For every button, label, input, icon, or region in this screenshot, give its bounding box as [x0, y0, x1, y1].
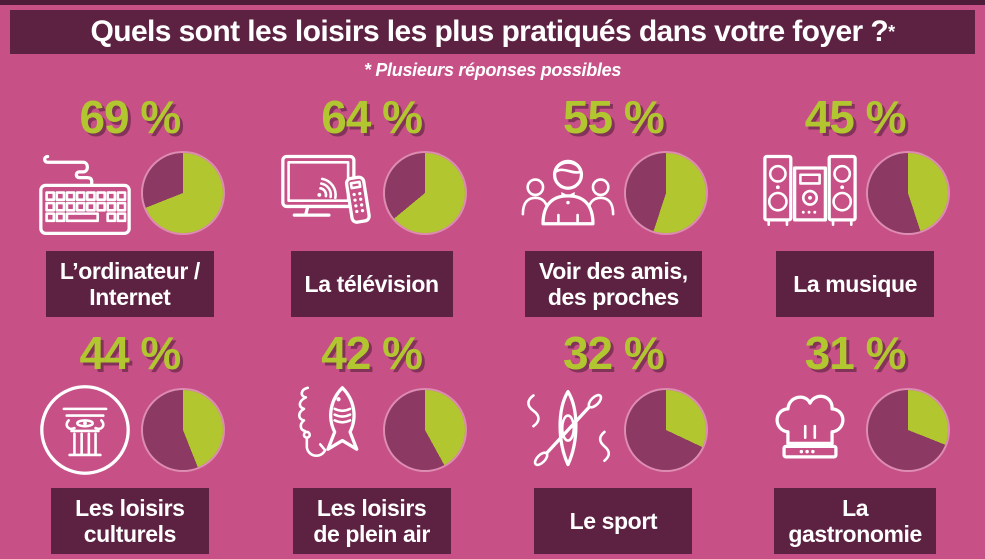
pie-chart	[142, 389, 223, 470]
percentage-value: 45 %	[804, 91, 907, 143]
percentage-value: 55 %	[562, 91, 665, 143]
category-label-box: L’ordinateur / Internet	[45, 251, 214, 318]
loisir-item: 55 % Voir des amis, des proches	[496, 91, 732, 318]
percentage-value: 44 %	[79, 327, 181, 380]
icon-and-pie	[762, 380, 949, 480]
category-label: La gastronomie	[788, 494, 922, 547]
pie-chart	[142, 153, 223, 234]
icon-and-pie	[37, 143, 223, 243]
icon-and-pie	[762, 143, 949, 243]
pie-chart	[868, 389, 949, 470]
category-label-box: Les loisirs culturels	[50, 487, 209, 554]
pie-chart	[626, 153, 707, 234]
category-label: Voir des amis, des proches	[539, 258, 688, 311]
kayak-icon	[520, 382, 616, 478]
people-group-icon	[520, 145, 616, 241]
loisir-item: 64 % La télévision	[254, 91, 490, 318]
percentage-value: 64 %	[321, 91, 423, 143]
items-grid: 69 % L’ordinateur / Internet 64 % La tél…	[0, 81, 985, 554]
tv-remote-icon	[279, 145, 375, 241]
column-icon	[37, 382, 133, 478]
loisir-item: 44 % Les loisirs culturels	[12, 327, 248, 554]
category-label-box: La musique	[776, 251, 935, 318]
loisir-item: 69 % L’ordinateur / Internet	[12, 91, 248, 318]
category-label: Les loisirs de plein air	[313, 494, 430, 547]
loisir-item: 32 % Le sport	[496, 327, 732, 554]
percentage-value: 31 %	[804, 327, 907, 380]
category-label: Le sport	[569, 507, 658, 534]
loisir-item: 31 % La gastronomie	[737, 327, 973, 554]
icon-and-pie	[279, 380, 465, 480]
percentage-value: 42 %	[321, 327, 423, 380]
keyboard-icon	[37, 145, 133, 241]
icon-and-pie	[520, 143, 707, 243]
pie-chart	[868, 153, 949, 234]
icon-and-pie	[37, 380, 223, 480]
category-label-box: La télévision	[290, 251, 453, 318]
category-label-box: Les loisirs de plein air	[292, 487, 451, 554]
page-title: Quels sont les loisirs les plus pratiqué…	[10, 10, 975, 54]
pie-chart	[384, 389, 465, 470]
fishing-icon	[279, 382, 375, 478]
category-label-box: Le sport	[534, 487, 693, 554]
category-label: L’ordinateur / Internet	[59, 258, 200, 311]
pie-chart	[626, 389, 707, 470]
title-text: Quels sont les loisirs les plus pratiqué…	[90, 15, 889, 48]
category-label-box: La gastronomie	[774, 487, 936, 554]
stereo-icon	[762, 145, 858, 241]
chef-hat-icon	[762, 382, 858, 478]
pie-chart	[384, 153, 465, 234]
icon-and-pie	[279, 143, 465, 243]
loisir-item: 42 % Les loisirs de plein air	[254, 327, 490, 554]
percentage-value: 32 %	[562, 327, 665, 380]
subtitle-note: * Plusieurs réponses possibles	[363, 60, 622, 80]
category-label: Les loisirs culturels	[75, 494, 185, 547]
category-label: La télévision	[304, 271, 440, 298]
percentage-value: 69 %	[79, 91, 181, 143]
loisir-item: 45 % La musique	[737, 91, 973, 318]
category-label: La musique	[793, 271, 918, 298]
icon-and-pie	[520, 380, 707, 480]
category-label-box: Voir des amis, des proches	[525, 251, 702, 318]
top-border-strip	[0, 0, 985, 5]
